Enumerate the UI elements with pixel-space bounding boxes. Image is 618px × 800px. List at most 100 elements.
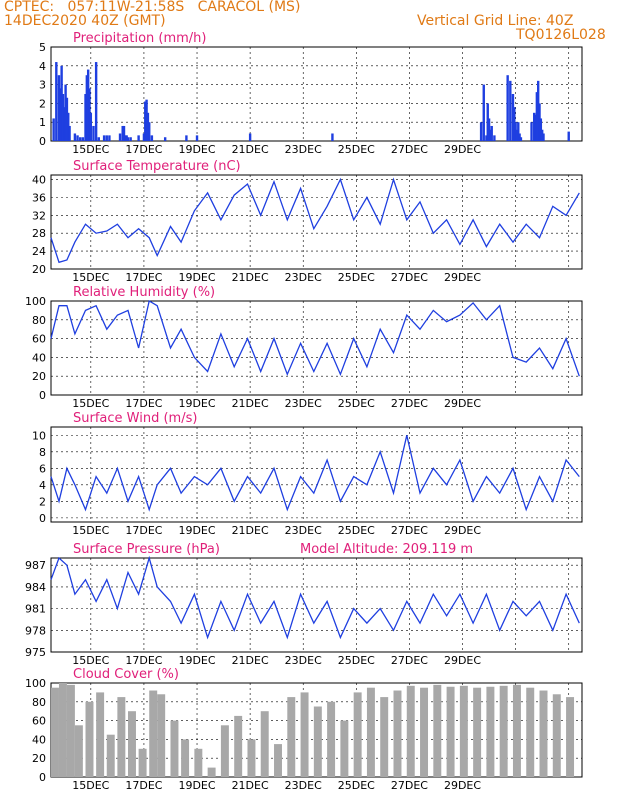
y-tick-label: 10 [32, 429, 46, 442]
precip-bar [536, 80, 540, 141]
panel-title: Surface Pressure (hPa) [73, 542, 220, 557]
cloud-bar [499, 685, 508, 777]
y-tick-label: 20 [32, 263, 46, 276]
series-line [50, 435, 580, 512]
cloud-bar [234, 715, 243, 777]
cloud-bar [473, 687, 482, 777]
cloud-bar [127, 711, 136, 777]
date-label: 17DEC [125, 397, 162, 410]
precip-bar [542, 133, 545, 141]
date-label: 21DEC [232, 397, 269, 410]
cloud-bar [220, 725, 229, 777]
date-label: 21DEC [232, 779, 269, 792]
precip-bar [64, 84, 67, 141]
date-label: 21DEC [232, 524, 269, 537]
date-label: 23DEC [285, 271, 322, 284]
precip-bar [52, 118, 55, 141]
precip-bar [509, 80, 512, 141]
cloud-bar [512, 684, 521, 777]
y-tick-label: 28 [32, 227, 46, 240]
header-grid-note: Vertical Grid Line: 40Z [417, 13, 574, 29]
y-tick-label: 20 [32, 370, 46, 383]
precip-bar [195, 135, 199, 141]
precip-bar [490, 125, 493, 141]
cloud-bar [300, 692, 309, 777]
date-label: 23DEC [285, 143, 322, 156]
cloud-bar [170, 720, 179, 777]
series-line [50, 299, 580, 377]
precip-bar [63, 107, 66, 141]
precip-bar [55, 62, 58, 141]
y-tick-label: 987 [25, 559, 46, 572]
date-label: 23DEC [285, 654, 322, 667]
precip-bar [67, 112, 70, 141]
precip-bar [92, 125, 95, 141]
cloud-bar [552, 694, 561, 777]
y-tick-label: 5 [39, 41, 46, 54]
date-label: 29DEC [444, 779, 481, 792]
precip-bar [142, 133, 146, 141]
cloud-bar [58, 683, 67, 777]
precip-bar [124, 135, 127, 141]
precip-bar [59, 88, 62, 141]
y-tick-label: 40 [32, 733, 46, 746]
cloud-bar [433, 684, 442, 777]
precip-bar [517, 122, 520, 141]
precip-bar [122, 125, 126, 141]
date-label: 25DEC [338, 397, 375, 410]
y-tick-label: 100 [25, 295, 46, 308]
date-label: 23DEC [285, 779, 322, 792]
precip-bar [487, 118, 491, 141]
date-label: 19DEC [178, 397, 215, 410]
cloud-bar [117, 697, 126, 777]
precip-bar [121, 125, 124, 141]
y-tick-label: 0 [39, 389, 46, 402]
date-label: 15DEC [72, 143, 109, 156]
date-label: 15DEC [72, 524, 109, 537]
precip-bar [535, 92, 539, 141]
precip-bar [57, 75, 61, 141]
cloud-bar [566, 697, 575, 777]
cloud-bar [138, 748, 147, 777]
cloud-bar [207, 767, 216, 777]
y-tick-label: 4 [39, 60, 46, 73]
cloud-bar [420, 687, 429, 777]
date-label: 25DEC [338, 271, 375, 284]
precip-bar [482, 84, 485, 141]
precip-bar [61, 94, 65, 141]
precip-bar [538, 103, 541, 141]
header-date: 14DEC2020 40Z (GMT) [4, 13, 166, 29]
precip-bar [86, 69, 90, 141]
y-tick-label: 20 [32, 752, 46, 765]
cloud-bar [380, 697, 389, 777]
y-tick-label: 0 [39, 135, 46, 148]
series-line [50, 555, 580, 640]
precip-bar [94, 62, 98, 141]
cloud-bar [313, 706, 322, 777]
y-tick-label: 1 [39, 116, 46, 129]
y-tick-label: 978 [25, 624, 46, 637]
cloud-bar [260, 711, 269, 777]
precip-bar [331, 133, 334, 141]
date-label: 21DEC [232, 654, 269, 667]
y-tick-label: 60 [32, 333, 46, 346]
date-label: 29DEC [444, 271, 481, 284]
panel-title: Surface Wind (m/s) [73, 411, 197, 426]
y-tick-label: 2 [39, 97, 46, 110]
date-label: 23DEC [285, 397, 322, 410]
cloud-bar [149, 690, 158, 777]
precip-bar [511, 94, 515, 141]
panel-title: Relative Humidity (%) [73, 285, 215, 300]
date-label: 17DEC [125, 143, 162, 156]
precip-bar [513, 107, 516, 141]
y-tick-label: 6 [39, 462, 46, 475]
date-label: 19DEC [178, 524, 215, 537]
y-tick-label: 60 [32, 715, 46, 728]
date-label: 19DEC [178, 271, 215, 284]
precip-bar [102, 135, 106, 141]
precip-bar [60, 65, 63, 141]
precip-bar [126, 137, 130, 141]
date-label: 27DEC [391, 779, 428, 792]
panel-annotation: Model Altitude: 209.119 m [300, 542, 473, 557]
cloud-bar [486, 686, 495, 777]
